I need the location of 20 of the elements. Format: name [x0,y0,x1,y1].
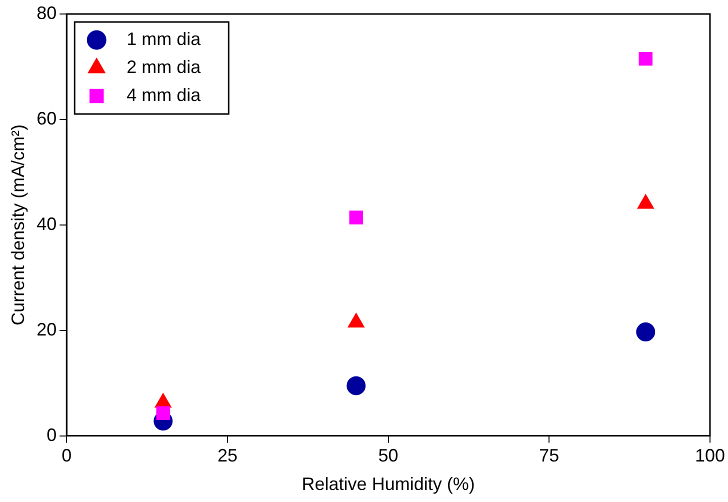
x-tick-label: 25 [217,446,238,466]
x-tick-label: 50 [378,446,398,466]
y-tick-label: 80 [36,2,57,23]
point [346,376,366,396]
y-tick-label: 0 [46,424,57,445]
x-tick-label: 100 [694,446,726,466]
y-axis-title: Current density (mA/cm²) [8,124,28,326]
point [638,52,653,66]
y-tick-label: 40 [36,214,57,234]
x-tick-label: 0 [62,446,72,466]
y-tick-label: 20 [36,319,57,340]
legend-label: 4 mm dia [126,84,202,105]
point [156,406,170,420]
legend-label: 2 mm dia [126,56,202,77]
legend-label: 1 mm dia [126,28,202,49]
point [349,210,363,224]
point [636,322,656,342]
y-tick-label: 60 [36,108,57,128]
x-tick-label: 75 [539,446,560,466]
x-axis-title: Relative Humidity (%) [302,474,475,494]
